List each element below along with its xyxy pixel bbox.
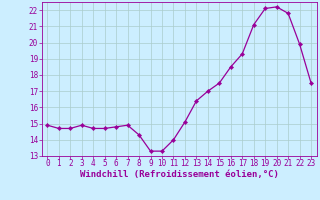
X-axis label: Windchill (Refroidissement éolien,°C): Windchill (Refroidissement éolien,°C)	[80, 170, 279, 179]
